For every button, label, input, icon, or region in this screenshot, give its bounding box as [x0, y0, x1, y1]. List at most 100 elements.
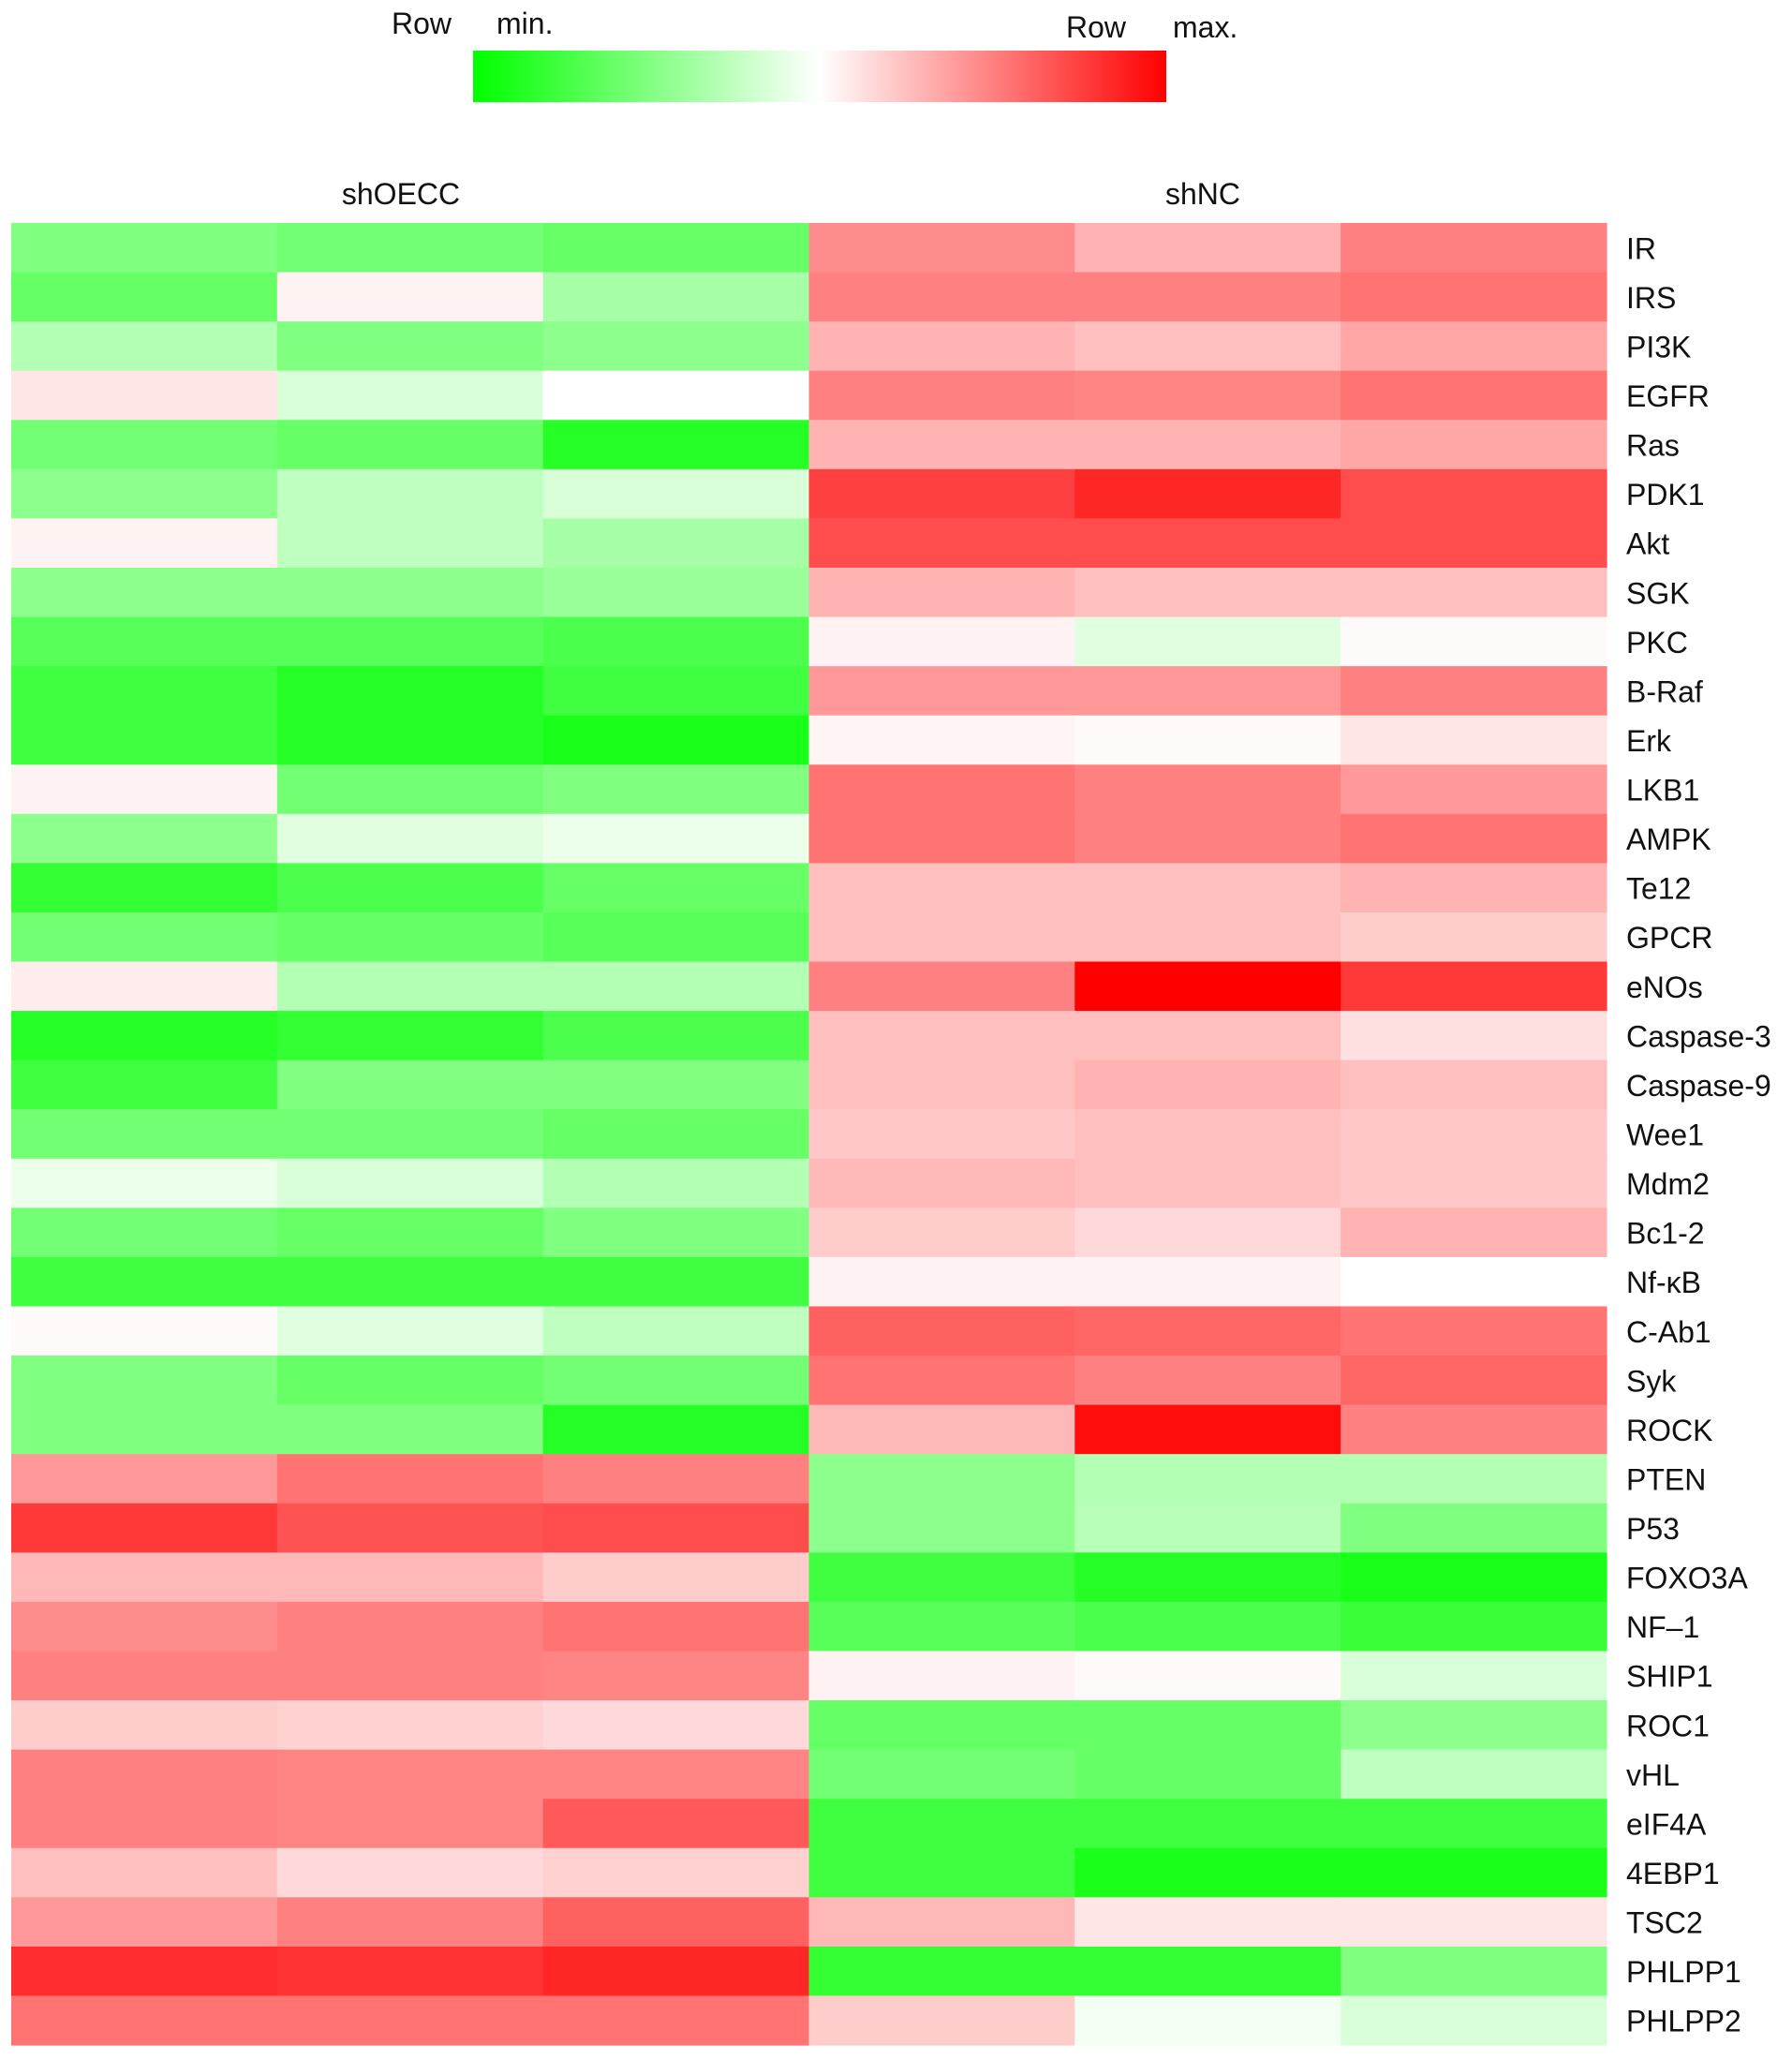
heatmap-cell [1340, 961, 1607, 1012]
heatmap-cell [542, 567, 810, 618]
heatmap-cell [808, 616, 1075, 667]
heatmap-cell [276, 666, 544, 717]
heatmap-cell [1074, 321, 1341, 372]
heatmap-cell [276, 1356, 544, 1406]
heatmap-cell [808, 1552, 1075, 1603]
heatmap-cell [1074, 911, 1341, 963]
heatmap-cell [276, 1995, 544, 2046]
heatmap-cell [808, 666, 1075, 717]
heatmap-cell [808, 567, 1075, 618]
row-label: 4EBP1 [1626, 1857, 1720, 1890]
heatmap-cell [276, 223, 544, 274]
heatmap-cell [276, 764, 544, 815]
heatmap-cell [276, 1158, 544, 1208]
heatmap-cell [1074, 1158, 1341, 1208]
heatmap-cell [1340, 567, 1607, 618]
heatmap-cell [542, 1946, 810, 1997]
heatmap-cell [1340, 1946, 1607, 1997]
heatmap-cell [542, 420, 810, 470]
heatmap-cell [808, 911, 1075, 963]
heatmap-cell [11, 468, 278, 520]
row-label: Mdm2 [1626, 1167, 1710, 1201]
heatmap-cell [1074, 1060, 1341, 1110]
heatmap-cell [276, 272, 544, 322]
heatmap-cell [808, 321, 1075, 372]
heatmap-cell [1074, 1995, 1341, 2046]
row-label: PHLPP2 [1626, 2005, 1741, 2038]
heatmap-cell [1340, 1700, 1607, 1751]
row-label: ROC1 [1626, 1709, 1710, 1742]
heatmap-cell [276, 1011, 544, 1061]
heatmap-cell [11, 1011, 278, 1061]
row-label: IRS [1626, 281, 1676, 315]
heatmap-cell [11, 1256, 278, 1308]
heatmap-cell [11, 1306, 278, 1356]
heatmap-cell [11, 961, 278, 1012]
heatmap-cell [11, 666, 278, 717]
heatmap-cell [1340, 1454, 1607, 1504]
heatmap-cell [11, 223, 278, 274]
heatmap-cell [808, 1256, 1075, 1308]
heatmap-cell [1074, 1552, 1341, 1603]
heatmap-cell [1340, 666, 1607, 717]
heatmap-cell [1074, 1454, 1341, 1504]
row-label: PKC [1626, 626, 1688, 659]
group-label-shnc: shNC [1165, 177, 1240, 211]
heatmap-cell [1340, 420, 1607, 470]
heatmap-cell [11, 1356, 278, 1406]
heatmap-cell [542, 911, 810, 963]
heatmap-cell [542, 321, 810, 372]
heatmap-cell [1340, 616, 1607, 667]
heatmap-cell [808, 961, 1075, 1012]
heatmap-cell [11, 911, 278, 963]
heatmap-cell [1074, 272, 1341, 322]
heatmap-cell [1074, 1749, 1341, 1800]
heatmap-cell [1340, 370, 1607, 421]
heatmap-cell [808, 272, 1075, 322]
row-label: AMPK [1626, 823, 1711, 856]
heatmap-cell [808, 1897, 1075, 1948]
heatmap-cell [11, 1552, 278, 1603]
heatmap-cell [276, 567, 544, 618]
heatmap-cell [808, 1454, 1075, 1504]
heatmap-cell [1340, 1404, 1607, 1455]
heatmap-cell [1074, 223, 1341, 274]
heatmap-cell [1074, 1256, 1341, 1308]
heatmap-cell [542, 1208, 810, 1258]
heatmap-cell [11, 863, 278, 913]
heatmap-cell [11, 1158, 278, 1208]
row-label: SGK [1626, 576, 1690, 610]
heatmap-cell [808, 468, 1075, 520]
heatmap-cell [11, 764, 278, 815]
heatmap-cell [808, 1208, 1075, 1258]
row-label: GPCR [1626, 921, 1712, 955]
heatmap-cell [276, 715, 544, 765]
heatmap-cell [11, 1749, 278, 1800]
heatmap-cell [276, 961, 544, 1012]
row-label: PHLPP1 [1626, 1955, 1741, 1989]
heatmap-cell [1340, 223, 1607, 274]
heatmap-cell [808, 1503, 1075, 1553]
row-label: SHIP1 [1626, 1660, 1712, 1694]
heatmap-cell [808, 813, 1075, 864]
heatmap-cell [11, 1208, 278, 1258]
heatmap-cell [1340, 1799, 1607, 1849]
heatmap-cell [1074, 1208, 1341, 1258]
heatmap-cell [1340, 272, 1607, 322]
heatmap-cell [276, 1208, 544, 1258]
heatmap-cell [276, 1897, 544, 1948]
heatmap-cell [542, 666, 810, 717]
row-label: Wee1 [1626, 1119, 1704, 1152]
heatmap-cell [542, 1995, 810, 2046]
row-label: NF–1 [1626, 1610, 1699, 1644]
row-label: Caspase-3 [1626, 1019, 1771, 1053]
heatmap-cell [808, 518, 1075, 569]
heatmap-cell [808, 420, 1075, 470]
row-label: LKB1 [1626, 774, 1699, 808]
heatmap-cell [542, 1060, 810, 1110]
row-label: IR [1626, 231, 1656, 265]
group-label-shoecc: shOECC [342, 177, 460, 211]
heatmap-cell [11, 370, 278, 421]
heatmap-cell [1340, 911, 1607, 963]
heatmap-cell [11, 715, 278, 765]
